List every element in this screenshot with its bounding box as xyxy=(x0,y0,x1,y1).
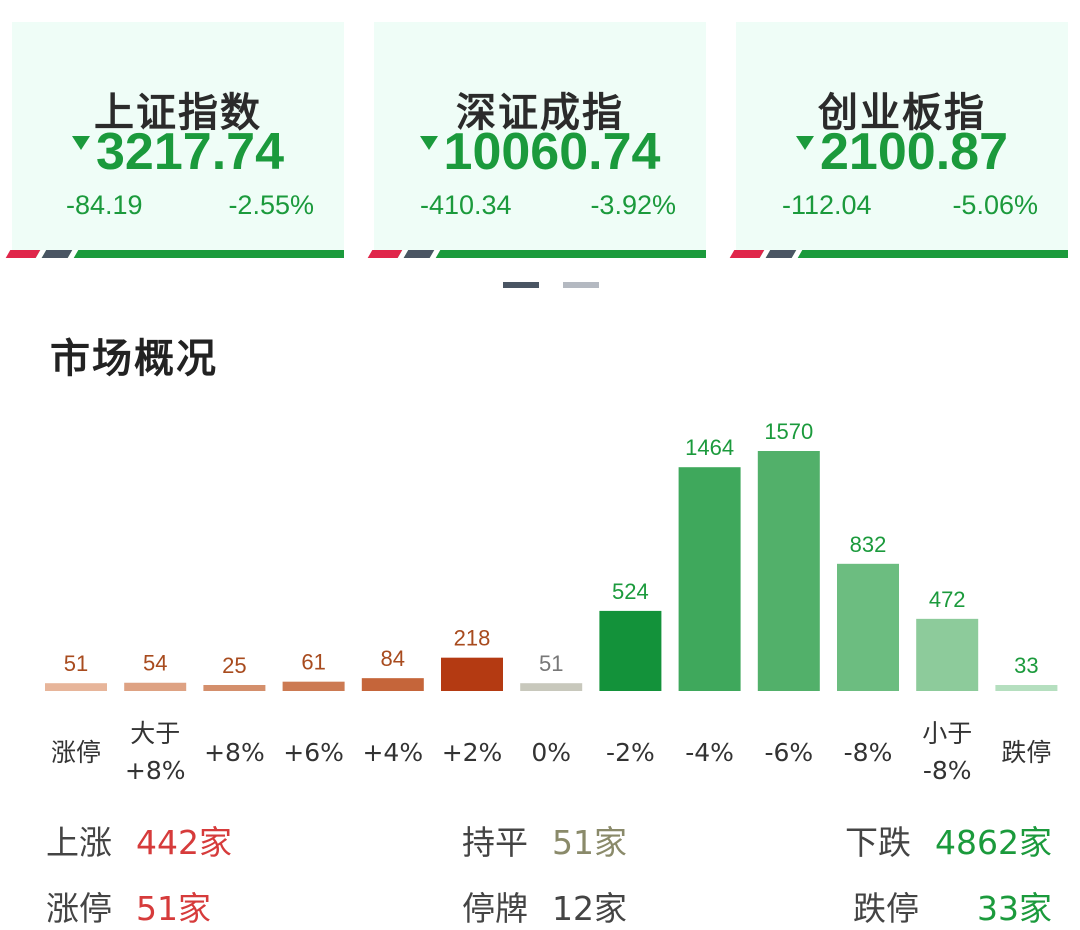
index-name: 深证成指 xyxy=(456,90,624,136)
bar-value-label: 1464 xyxy=(685,435,734,460)
bar-4 xyxy=(361,678,424,691)
index-changes: -112.04 -5.06% xyxy=(736,190,1068,222)
bar-10 xyxy=(837,563,899,691)
index-pct: -3.92% xyxy=(590,190,676,220)
index-name: 创业板指 xyxy=(818,90,986,136)
index-value-row: 3217.74 xyxy=(12,122,344,182)
index-changes: -410.34 -3.92% xyxy=(374,190,706,222)
index-pct: -5.06% xyxy=(952,190,1038,220)
market-stats: 上涨 442家 持平 51家 下跌 4862家 涨停 51家 停牌 12家 跌停 33家 xyxy=(0,810,1080,928)
category-label: 涨停 xyxy=(51,738,101,767)
stat-value: 4862家 xyxy=(935,823,1052,862)
bar-3 xyxy=(282,681,345,691)
stat-label: 跌停 xyxy=(853,889,919,928)
index-change: -84.19 xyxy=(66,190,143,220)
bar-6 xyxy=(520,683,583,691)
bar-1 xyxy=(124,682,187,691)
bar-0 xyxy=(45,683,107,691)
index-name: 上证指数 xyxy=(94,90,262,136)
category-label: 大于 xyxy=(130,719,180,748)
bar-value-label: 54 xyxy=(143,651,167,676)
category-label: -8% xyxy=(923,756,972,785)
index-change: -112.04 xyxy=(782,190,872,220)
bar-12 xyxy=(995,685,1058,691)
index-changes: -84.19 -2.55% xyxy=(12,190,344,222)
category-label: -8% xyxy=(844,738,893,767)
stat-value: 51家 xyxy=(136,889,211,928)
pager-dot[interactable] xyxy=(563,282,599,288)
stat-value: 12家 xyxy=(552,889,627,928)
category-label: -6% xyxy=(764,738,813,767)
stat-label: 停牌 xyxy=(462,889,528,928)
stat-label: 涨停 xyxy=(46,889,112,928)
index-value: 10060.74 xyxy=(443,123,661,181)
index-value: 2100.87 xyxy=(820,123,1008,181)
bar-value-label: 1570 xyxy=(764,419,813,444)
index-card-sh[interactable]: 上证指数 3217.74 -84.19 -2.55% xyxy=(5,22,344,258)
bar-value-label: 84 xyxy=(381,646,405,671)
index-trend-bar xyxy=(729,250,1068,258)
index-pct: -2.55% xyxy=(228,190,314,220)
bar-value-label: 25 xyxy=(222,653,246,678)
bar-11 xyxy=(916,618,979,691)
market-distribution-chart: 51 涨停 54 大于 +8% 25 +8% 61 +6% 84 +4% 218 +2% 51 0% 524 -… xyxy=(45,419,1058,785)
bar-5 xyxy=(441,657,503,691)
bar-value-label: 832 xyxy=(850,532,887,557)
pager-dot-active[interactable] xyxy=(503,282,539,288)
stat-label: 持平 xyxy=(462,823,528,862)
category-label: +8% xyxy=(204,738,265,767)
bar-value-label: 51 xyxy=(64,651,88,676)
index-trend-bar xyxy=(5,250,344,258)
index-trend-bar xyxy=(367,250,706,258)
bar-value-label: 218 xyxy=(454,626,491,651)
index-value-row: 10060.74 xyxy=(374,122,706,182)
bar-value-label: 61 xyxy=(301,650,325,675)
category-label: +4% xyxy=(362,738,423,767)
category-label: +2% xyxy=(442,738,503,767)
category-label: 小于 xyxy=(922,719,972,748)
index-card-sz[interactable]: 深证成指 10060.74 -410.34 -3.92% xyxy=(367,22,706,258)
stat-value: 33家 xyxy=(977,889,1052,928)
stat-suspended: 停牌 12家 xyxy=(462,882,627,930)
section-title: 市场概况 xyxy=(50,336,218,382)
bar-2 xyxy=(203,685,266,691)
category-label: 0% xyxy=(531,738,571,767)
down-arrow-icon xyxy=(796,136,815,150)
stat-label: 下跌 xyxy=(845,823,912,862)
category-label: 跌停 xyxy=(1001,738,1051,767)
stat-down: 下跌 4862家 xyxy=(845,816,1052,864)
category-label: -2% xyxy=(606,738,655,767)
bar-8 xyxy=(678,467,741,691)
bar-9 xyxy=(757,451,820,691)
down-arrow-icon xyxy=(72,136,91,150)
stat-limit-up: 涨停 51家 xyxy=(46,882,211,930)
category-label: +6% xyxy=(283,738,344,767)
bar-value-label: 51 xyxy=(539,651,563,676)
category-label: -4% xyxy=(685,738,734,767)
index-value: 3217.74 xyxy=(96,123,284,181)
stat-limit-down: 跌停 33家 xyxy=(853,882,1052,930)
stat-up: 上涨 442家 xyxy=(46,816,232,864)
bar-value-label: 33 xyxy=(1014,653,1038,678)
index-change: -410.34 xyxy=(420,190,512,220)
index-cards: 上证指数 3217.74 -84.19 -2.55% 深证成指 10060.74… xyxy=(0,0,1080,260)
index-card-cyb[interactable]: 创业板指 2100.87 -112.04 -5.06% xyxy=(729,22,1068,258)
stat-value: 442家 xyxy=(136,823,232,862)
category-label: +8% xyxy=(125,756,186,785)
bar-value-label: 524 xyxy=(612,579,649,604)
bar-value-label: 472 xyxy=(929,587,966,612)
stat-flat: 持平 51家 xyxy=(462,816,627,864)
stat-label: 上涨 xyxy=(46,823,112,862)
index-value-row: 2100.87 xyxy=(736,122,1068,182)
down-arrow-icon xyxy=(419,136,438,150)
bar-7 xyxy=(599,610,662,691)
stat-value: 51家 xyxy=(552,823,627,862)
